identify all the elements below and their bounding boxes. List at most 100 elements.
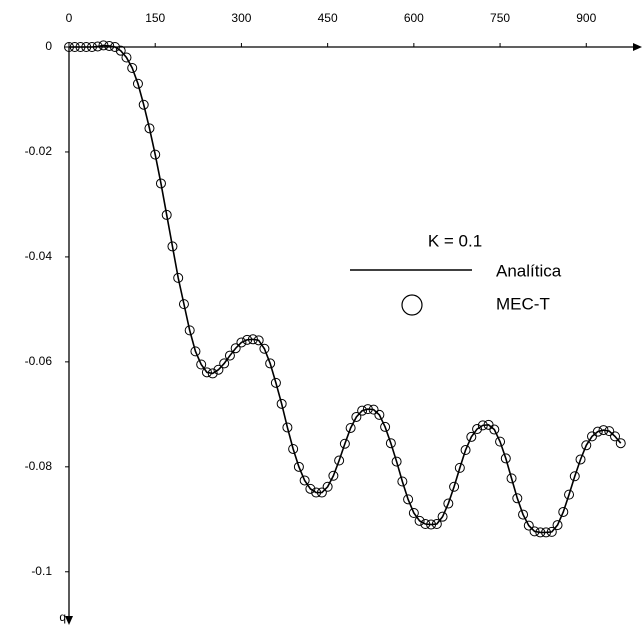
marker (92, 41, 103, 52)
x-tick-label: 450 (318, 11, 338, 25)
marker (322, 481, 333, 492)
marker (345, 422, 356, 433)
marker (541, 527, 552, 538)
marker (236, 337, 247, 348)
marker (270, 377, 281, 388)
marker (506, 473, 517, 484)
marker (564, 489, 575, 500)
marker (357, 405, 368, 416)
marker (546, 526, 557, 537)
marker (454, 462, 465, 473)
marker (489, 424, 500, 435)
marker (150, 149, 161, 160)
marker (201, 367, 212, 378)
marker (368, 404, 379, 415)
marker (196, 359, 207, 370)
marker (460, 445, 471, 456)
marker (115, 45, 126, 56)
marker (575, 454, 586, 465)
marker (69, 42, 80, 52)
marker (144, 123, 155, 134)
marker (362, 404, 373, 415)
marker (98, 40, 109, 51)
y-tick-label: -0.08 (25, 459, 53, 473)
legend-marker (401, 294, 423, 316)
marker (420, 519, 431, 530)
marker (518, 509, 529, 520)
marker (178, 299, 189, 310)
marker (391, 456, 402, 467)
marker (431, 519, 442, 530)
marker (155, 178, 166, 189)
marker (558, 506, 569, 517)
marker (276, 398, 287, 409)
marker (161, 209, 172, 220)
marker (127, 62, 138, 73)
marker (477, 420, 488, 431)
marker (311, 487, 322, 498)
marker (81, 42, 92, 52)
marker (523, 520, 534, 531)
marker (529, 526, 540, 537)
marker (610, 431, 621, 442)
marker (500, 453, 511, 464)
marker (426, 519, 437, 530)
marker (374, 409, 385, 420)
marker (449, 481, 460, 492)
marker (253, 335, 264, 346)
marker (592, 426, 603, 437)
marker (86, 42, 97, 52)
marker (109, 42, 120, 52)
marker (380, 421, 391, 432)
x-tick-label: 750 (490, 11, 510, 25)
marker (615, 438, 626, 449)
marker (351, 411, 362, 422)
marker (403, 494, 414, 505)
marker (259, 343, 270, 354)
marker (316, 487, 327, 498)
marker (552, 520, 563, 531)
x-tick-label: 0 (66, 11, 73, 25)
y-axis-arrow (65, 616, 73, 625)
marker (397, 476, 408, 487)
marker (242, 334, 253, 345)
marker (437, 511, 448, 522)
y-axis-label: q (59, 610, 66, 624)
marker (173, 272, 184, 283)
marker (138, 99, 149, 110)
marker (230, 343, 241, 354)
marker (121, 52, 132, 63)
marker (219, 358, 230, 369)
marker (132, 78, 143, 89)
marker (299, 475, 310, 486)
marker (64, 42, 74, 52)
marker (472, 424, 483, 435)
y-tick-label: -0.06 (25, 354, 53, 368)
marker (334, 455, 345, 466)
y-tick-label: -0.02 (25, 144, 53, 158)
legend-label: Analítica (496, 261, 562, 280)
marker (104, 40, 115, 51)
y-tick-label: -0.04 (25, 249, 53, 263)
marker (184, 325, 195, 336)
x-tick-label: 600 (404, 11, 424, 25)
marker (443, 498, 454, 509)
marker (207, 368, 218, 379)
marker (408, 507, 419, 518)
marker (75, 42, 86, 52)
y-tick-label: -0.1 (31, 564, 52, 578)
y-tick-label: 0 (45, 39, 52, 53)
marker (535, 527, 546, 538)
marker (213, 364, 224, 375)
marker (339, 438, 350, 449)
marker (328, 470, 339, 481)
x-axis-arrow (633, 43, 642, 51)
x-tick-label: 150 (145, 11, 165, 25)
line (69, 44, 622, 534)
marker (598, 425, 609, 436)
marker (247, 334, 258, 345)
marker (581, 440, 592, 451)
marker (512, 493, 523, 504)
marker (282, 422, 293, 433)
